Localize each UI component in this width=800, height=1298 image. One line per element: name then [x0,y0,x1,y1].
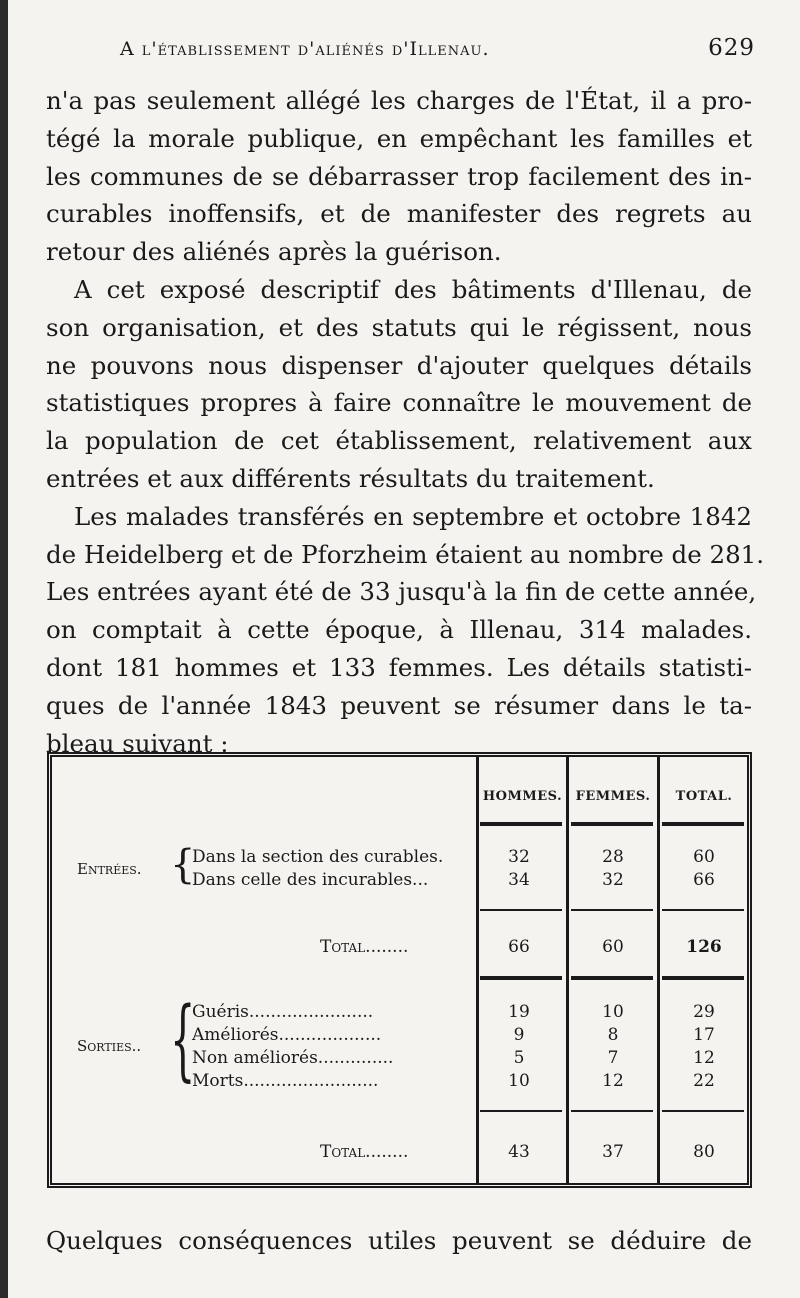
page-edge [0,0,8,1298]
body-text: n'a pas seulement allégé les charges de … [46,82,765,762]
cell: 8 [607,1025,619,1045]
text-line: son organisation, et des statuts qui le … [46,312,752,342]
header-femmes: FEMMES. [575,789,651,804]
text-line: A cet exposé descriptif des bâtiments d'… [74,274,752,304]
cell: 60 [693,847,715,867]
cell: 12 [602,1071,624,1091]
header-rule [662,822,744,826]
group-label-entrees: Entrées. [77,860,142,878]
total-cell: 43 [508,1142,530,1162]
brace: { [170,842,196,888]
cell: 12 [693,1048,715,1068]
section-rule [480,976,562,980]
running-title: A l'établissement d'aliénés d'Illenau. [120,38,490,60]
text-line: ques de l'année 1843 peuvent se résumer … [46,690,752,720]
text-line: la population de cet établissement, rela… [46,426,752,456]
column-divider [476,757,479,1183]
header-hommes: HOMMES. [482,789,563,804]
header-total: TOTAL. [675,789,733,804]
total-cell: 37 [602,1142,624,1162]
text-line: Les entrées ayant été de 33 jusqu'à la f… [46,577,757,607]
text-line: n'a pas seulement allégé les charges de … [46,86,752,115]
header-rule [480,822,562,826]
sum-rule [571,909,653,911]
sum-rule [480,1110,562,1112]
row-label: Dans celle des incurables... [192,870,429,890]
text-line: on comptait à cette époque, à Illenau, 3… [46,615,752,645]
header-rule [571,822,653,826]
group-label-sorties: Sorties.. [77,1037,142,1055]
total-cell: 80 [693,1142,715,1162]
text-line: de Heidelberg et de Pforzheim étaient au… [46,539,765,569]
brace: { [170,990,196,1092]
total-cell: 60 [602,937,624,957]
text-line: retour des aliénés après la guérison. [46,237,502,267]
text-line: entrées et aux différents résultats du t… [46,463,655,493]
sum-rule [662,909,744,911]
text-line: tégé la morale publique, en empêchant le… [46,123,752,153]
row-label: Morts......................... [192,1071,379,1091]
text-line: ne pouvons nous dispenser d'ajouter quel… [46,350,752,380]
cell: 10 [602,1002,624,1022]
page-number: 629 [708,35,755,61]
sum-rule [571,1110,653,1112]
cell: 29 [693,1002,715,1022]
cell: 34 [508,870,530,890]
cell: 17 [693,1025,715,1045]
cell: 10 [508,1071,530,1091]
row-label: Non améliorés.............. [192,1048,394,1068]
cell: 32 [508,847,530,867]
column-divider [657,757,660,1183]
total-label: Total........ [320,1142,409,1162]
cell: 66 [693,870,715,890]
row-label: Améliorés................... [192,1025,382,1045]
statistics-table: HOMMES. FEMMES. TOTAL. Entrées. { Dans l… [47,752,752,1188]
closing-line: Quelques conséquences utiles peuvent se … [46,1226,752,1255]
row-label: Guéris....................... [192,1002,374,1022]
cell: 19 [508,1002,530,1022]
total-label: Total........ [320,937,409,957]
sum-rule [662,1110,744,1112]
section-rule [662,976,744,980]
total-cell: 66 [508,937,530,957]
column-divider [566,757,569,1183]
text-line: les communes de se débarrasser trop faci… [46,161,752,191]
cell: 22 [693,1071,715,1091]
cell: 5 [513,1048,525,1068]
text-line: statistiques propres à faire connaître l… [46,388,752,418]
cell: 32 [602,870,624,890]
cell: 28 [602,847,624,867]
total-cell: 126 [686,937,722,957]
cell: 7 [607,1048,619,1068]
row-label: Dans la section des curables. [192,847,444,867]
cell: 9 [513,1025,525,1045]
text-line: dont 181 hommes et 133 femmes. Les détai… [46,652,752,682]
section-rule [571,976,653,980]
sum-rule [480,909,562,911]
text-line: Les malades transférés en septembre et o… [74,501,752,531]
text-line: curables inoffensifs, et de manifester d… [46,199,752,229]
